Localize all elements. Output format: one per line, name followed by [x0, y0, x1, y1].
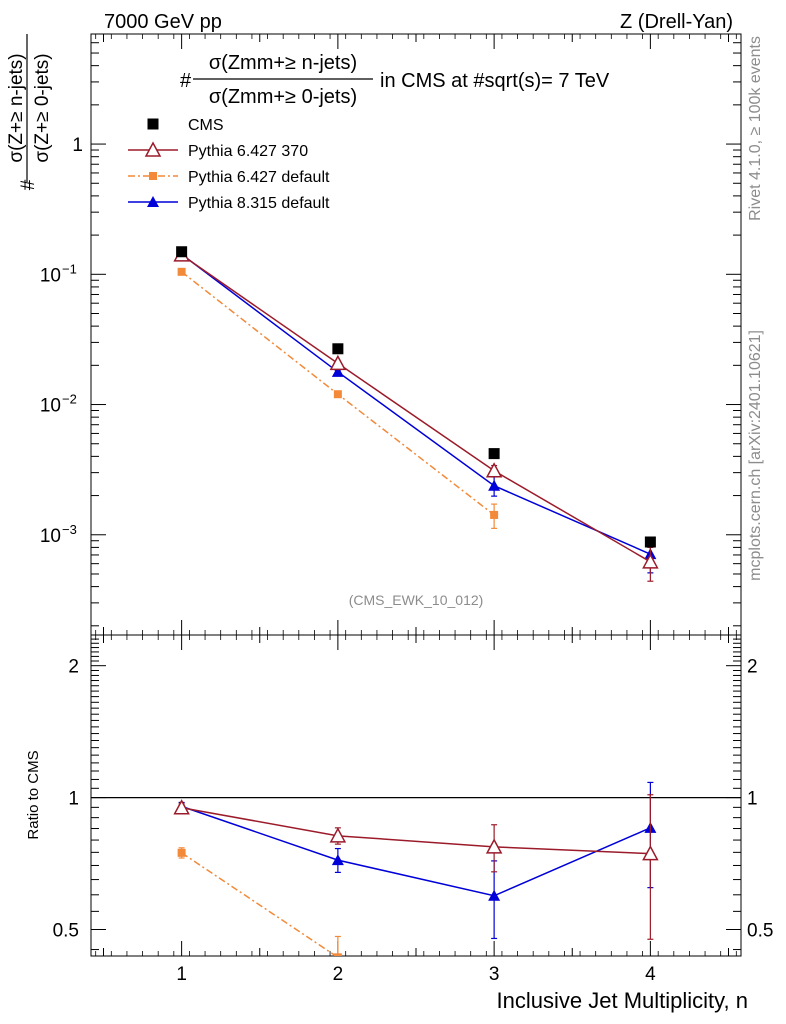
main-title-numerator: σ(Zmm+≥ n-jets): [209, 52, 357, 74]
legend-label: Pythia 6.427 370: [188, 143, 308, 160]
main-y-tick-exponent: −3: [62, 522, 77, 537]
legend-marker: [147, 196, 159, 207]
main-axis-ticks: 110−110−210−3: [40, 33, 741, 635]
ratio-series-group: [173, 781, 659, 956]
main-point-cms: [644, 536, 656, 548]
main-y-tick-label: 10: [40, 526, 61, 547]
ratio-y-tick-label-left: 2: [68, 657, 79, 678]
x-tick-label: 4: [645, 964, 656, 985]
legend-marker: [149, 172, 157, 180]
ratio-point-pythia-6-427-370: [642, 845, 659, 861]
ratio-panel-frame: [90, 634, 742, 957]
header-left-label: 7000 GeV pp: [104, 11, 222, 33]
ratio-line-pythia-8-315-default: [181, 805, 651, 897]
main-point-cms: [488, 448, 500, 460]
ratio-line-pythia-6-427-370: [181, 807, 651, 855]
x-tick-label: 3: [489, 964, 500, 985]
main-point-cms: [176, 246, 188, 258]
ratio-y-tick-label-left: 1: [68, 789, 79, 810]
ratio-point-pythia-6-427-370: [485, 838, 503, 854]
ratio-point-pythia-6-427-370: [173, 799, 190, 815]
main-series-cms: [176, 246, 656, 548]
x-axis-label: Inclusive Jet Multiplicity, n: [497, 988, 748, 1013]
legend-item-pythia-8-315-default: Pythia 8.315 default: [128, 195, 330, 212]
legend-item-pythia-6-427-default: Pythia 6.427 default: [128, 169, 330, 186]
ratio-point-pythia-6-427-default: [177, 848, 186, 857]
x-tick-label: 2: [333, 964, 344, 985]
main-point-pythia-6-427-370: [485, 462, 503, 478]
main-ylabel-prefix: #: [18, 179, 39, 190]
analysis-watermark: (CMS_EWK_10_012): [349, 592, 484, 608]
legend-item-cms: CMS: [147, 117, 224, 134]
main-line-pythia-6-427-370: [181, 254, 651, 563]
legend-marker: [147, 118, 159, 130]
main-series-group: [173, 246, 659, 582]
main-series-pythia-8-315-default: [175, 248, 657, 574]
main-y-tick-exponent: −1: [62, 261, 77, 276]
main-series-pythia-6-427-default: [177, 267, 499, 529]
legend-marker: [144, 141, 162, 157]
ratio-series-pythia-6-427-default: [177, 847, 342, 956]
main-point-pythia-6-427-default: [333, 390, 342, 399]
main-y-tick-label: 1: [72, 135, 83, 156]
ratio-series-pythia-6-427-370: [173, 794, 659, 940]
mcplots-label: mcplots.cern.ch [arXiv:2401.10621]: [747, 330, 764, 581]
main-ylabel-denominator: σ(Z+≥ 0-jets): [32, 53, 53, 162]
ratio-series-pythia-8-315-default: [175, 781, 657, 940]
rivet-version-label: Rivet 4.1.0, ≥ 100k events: [747, 36, 764, 221]
main-point-cms: [332, 343, 344, 355]
ratio-point-pythia-6-427-default: [333, 953, 342, 956]
ratio-point-pythia-8-315-default: [488, 889, 501, 901]
main-y-tick-label: 10: [40, 396, 61, 417]
ratio-y-axis-label: Ratio to CMS: [25, 750, 42, 839]
main-point-pythia-8-315-default: [488, 479, 501, 491]
main-title-suffix: in CMS at #sqrt(s)= 7 TeV: [380, 70, 610, 92]
ratio-y-tick-label-right: 0.5: [747, 920, 773, 941]
main-title-denominator: σ(Zmm+≥ 0-jets): [209, 86, 357, 108]
ratio-point-pythia-6-427-370: [329, 827, 347, 843]
ratio-y-tick-label-right: 1: [747, 789, 758, 810]
main-title: # σ(Zmm+≥ n-jets) σ(Zmm+≥ 0-jets) in CMS…: [180, 52, 610, 108]
main-point-pythia-8-315-default: [331, 365, 344, 377]
main-title-prefix: #: [180, 70, 192, 92]
legend-label: Pythia 6.427 default: [188, 169, 330, 186]
main-y-tick-label: 10: [40, 265, 61, 286]
legend: CMS Pythia 6.427 370 Pythia 6.427 default P…: [128, 117, 330, 212]
ratio-line-pythia-6-427-default: [181, 852, 338, 956]
main-point-pythia-6-427-370: [329, 354, 347, 371]
main-line-pythia-8-315-default: [181, 253, 651, 555]
ratio-y-tick-label-right: 2: [747, 657, 758, 678]
main-point-pythia-6-427-default: [490, 510, 499, 519]
legend-item-pythia-6-427-370: Pythia 6.427 370: [128, 141, 308, 160]
main-ylabel-numerator: σ(Z+≥ n-jets): [6, 53, 27, 162]
main-y-axis-label: # σ(Z+≥ n-jets) σ(Z+≥ 0-jets): [6, 34, 53, 190]
legend-label: Pythia 8.315 default: [188, 195, 330, 212]
main-point-pythia-6-427-default: [177, 267, 186, 276]
ratio-y-tick-label-left: 0.5: [53, 920, 79, 941]
main-point-pythia-6-427-370: [642, 553, 659, 569]
main-series-pythia-6-427-370: [173, 246, 659, 582]
x-tick-label: 1: [176, 964, 187, 985]
header-right-label: Z (Drell-Yan): [620, 11, 733, 33]
ratio-axis-ticks: 0.5 0.5 1 1 2 2 1 2 3 4: [53, 634, 773, 985]
legend-label: CMS: [188, 117, 224, 134]
main-y-tick-exponent: −2: [62, 392, 77, 407]
ratio-point-pythia-8-315-default: [331, 854, 344, 866]
